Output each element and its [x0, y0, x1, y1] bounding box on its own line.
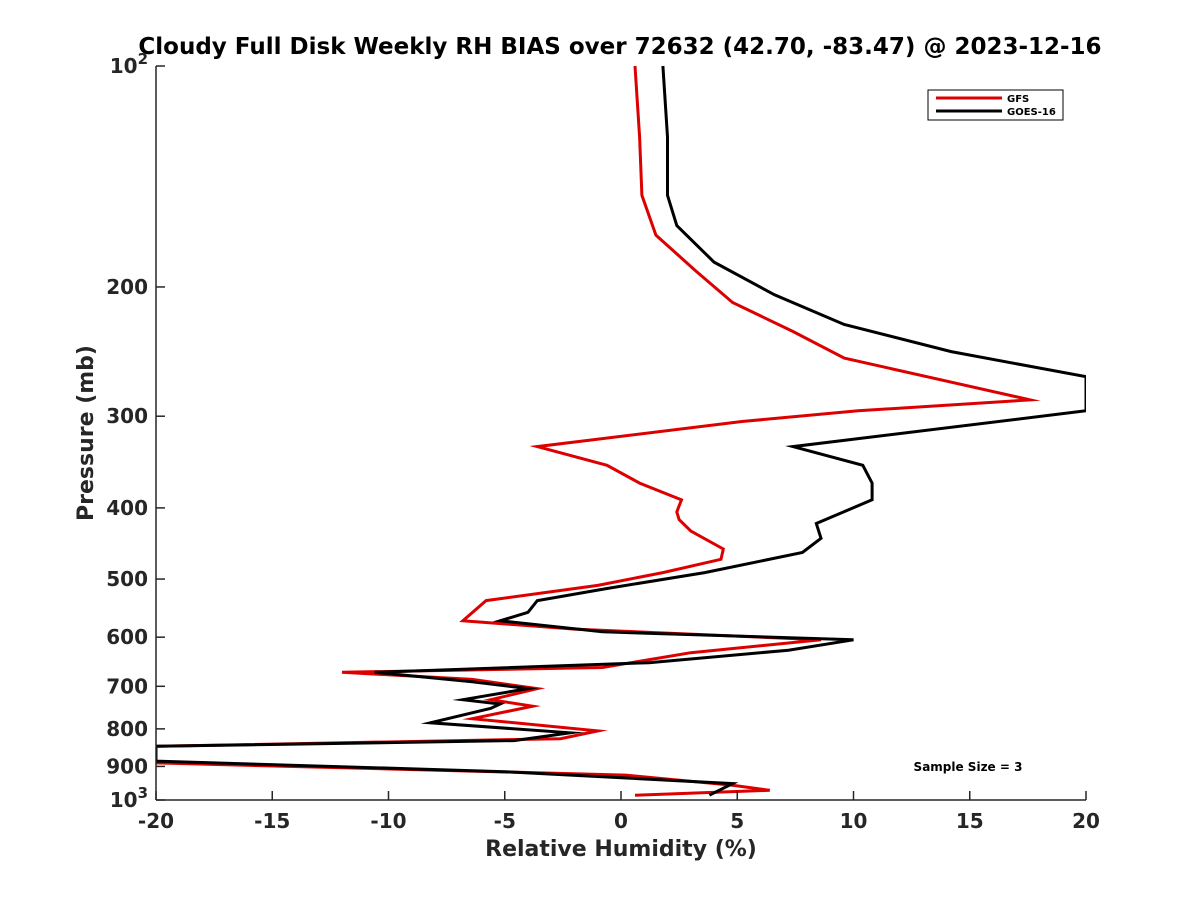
chart-title: Cloudy Full Disk Weekly RH BIAS over 726…	[138, 34, 1101, 60]
x-axis-label: Relative Humidity (%)	[485, 837, 757, 862]
x-tick-label: 0	[614, 809, 628, 833]
x-tick-label: -20	[138, 809, 174, 833]
y-tick-label: 500	[106, 567, 148, 591]
y-tick-label: 900	[106, 754, 148, 778]
y-ticks: 102 200 300 400 500 600 700 800 900 103	[106, 50, 165, 812]
legend-label: GOES-16	[1007, 107, 1056, 118]
x-tick-label: 10	[840, 809, 868, 833]
y-tick-label: 103	[110, 784, 148, 812]
x-tick-label: 15	[956, 809, 984, 833]
x-tick-label: -15	[254, 809, 290, 833]
x-ticks: -20 -15 -10 -5 0 5 10 15 20	[138, 791, 1100, 833]
y-tick-label: 300	[106, 404, 148, 428]
x-tick-label: -10	[370, 809, 406, 833]
y-axis-label: Pressure (mb)	[74, 345, 99, 521]
series-line-gfs	[156, 65, 1041, 797]
x-tick-label: 20	[1072, 809, 1100, 833]
legend-label: GFS	[1007, 94, 1029, 105]
y-tick-label: 102	[110, 50, 148, 78]
legend: GFS GOES-16	[927, 89, 1064, 121]
legend-box	[927, 89, 1064, 121]
y-tick-label: 800	[106, 717, 148, 741]
series-layer	[156, 65, 1086, 797]
x-tick-label: 5	[730, 809, 744, 833]
y-tick-label: 600	[106, 625, 148, 649]
sample-size-annotation: Sample Size = 3	[914, 760, 1023, 774]
y-tick-label: 200	[106, 275, 148, 299]
x-tick-label: -5	[494, 809, 516, 833]
y-tick-label: 700	[106, 674, 148, 698]
series-line-goes-16	[156, 65, 1086, 797]
plot-area	[156, 66, 1086, 800]
y-tick-label: 400	[106, 496, 148, 520]
